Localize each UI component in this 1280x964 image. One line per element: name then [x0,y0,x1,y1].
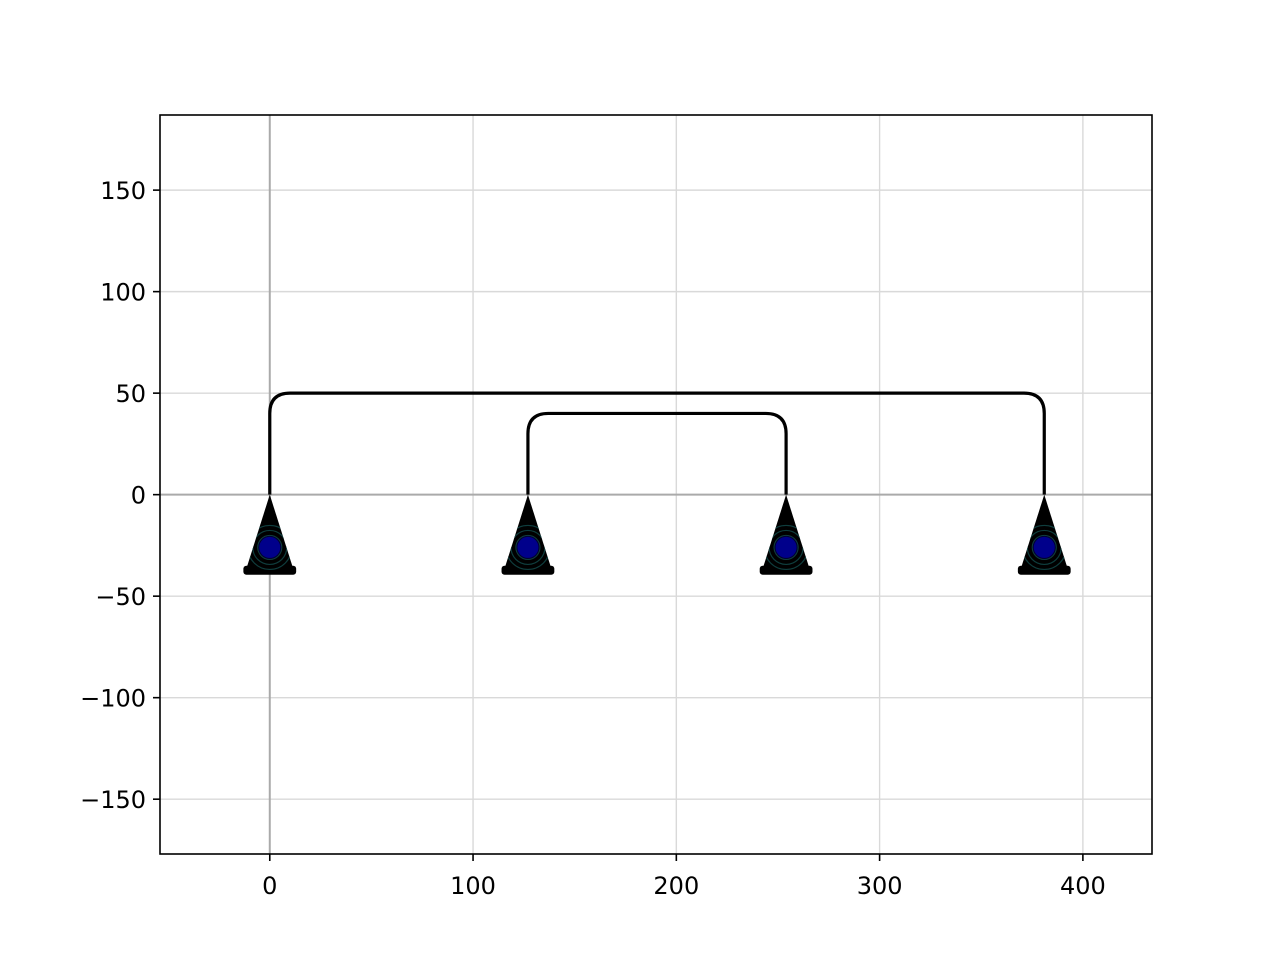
tick-layer: 0 100 200 300 400 −150 −100 −50 0 50 100 150 [80,177,1106,900]
support-base-2 [759,565,813,575]
node-marker-2 [774,535,798,559]
arc-layer [268,391,1046,495]
y-tick-label-3: 0 [131,482,146,510]
node-marker-1 [516,535,540,559]
span-arc-1 [526,411,788,495]
support-triangle-0 [245,494,295,572]
plot-background [160,115,1152,854]
node-marker-0 [258,535,282,559]
y-tick-label-5: 100 [100,279,146,307]
y-tick-label-6: 150 [100,177,146,205]
support-layer [243,494,1071,575]
y-tick-label-2: −50 [95,583,146,611]
y-tick-label-4: 50 [115,380,146,408]
support-ring-1-2 [515,534,541,561]
support-base-3 [1017,565,1071,575]
y-tick-label-1: −100 [80,685,146,713]
support-base-0 [243,565,297,575]
support-ring-2-2 [773,534,799,561]
support-triangle-3 [1019,494,1069,572]
support-0 [243,494,297,575]
support-triangle-2 [761,494,811,572]
x-tick-label-3: 300 [857,872,903,900]
support-base-1 [501,565,555,575]
support-ring-0-2 [257,534,283,561]
span-arc-0 [268,391,1046,495]
support-triangle-1 [503,494,553,572]
x-tick-label-4: 400 [1060,872,1106,900]
node-marker-3 [1032,535,1056,559]
support-2 [759,494,813,575]
x-tick-label-0: 0 [262,872,277,900]
x-tick-label-2: 200 [653,872,699,900]
y-tick-label-0: −150 [80,786,146,814]
support-ring-3-2 [1031,534,1057,561]
plot-frame [159,114,1153,855]
x-tick-label-1: 100 [450,872,496,900]
